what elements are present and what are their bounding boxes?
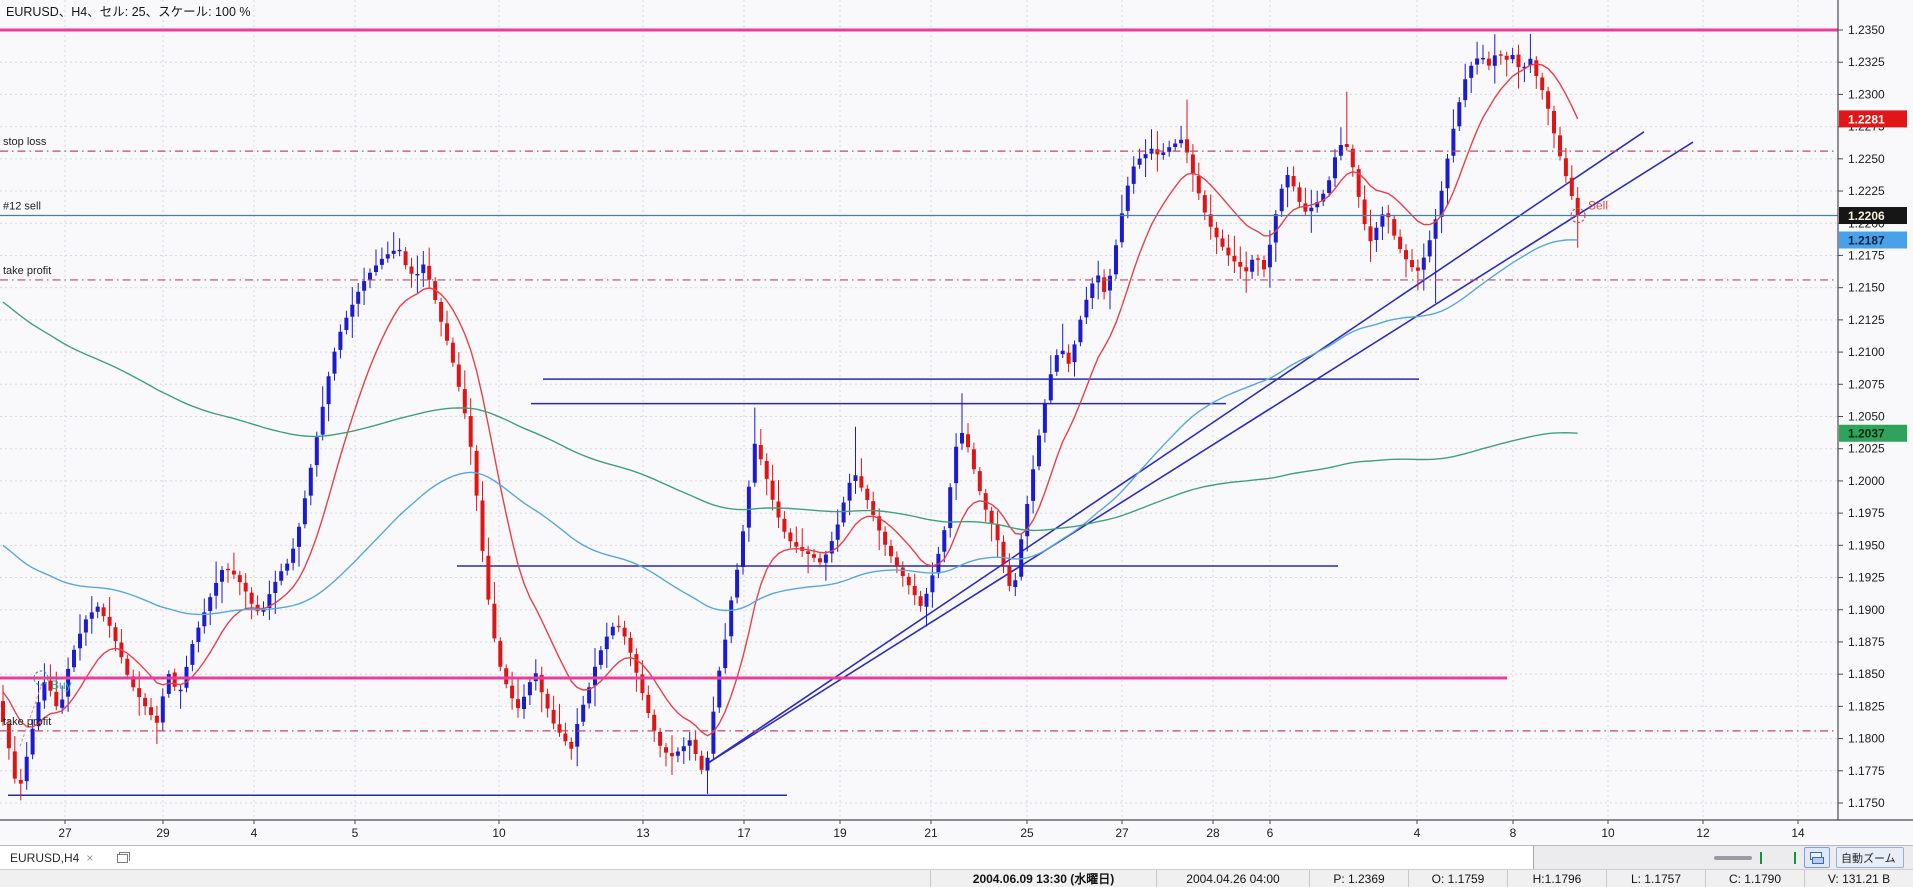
auto-zoom-button[interactable]: 自動ズーム bbox=[1836, 847, 1904, 868]
svg-text:1.1950: 1.1950 bbox=[1848, 538, 1885, 552]
svg-text:27: 27 bbox=[58, 826, 72, 840]
svg-text:1.2187: 1.2187 bbox=[1848, 233, 1885, 247]
svg-text:1.1825: 1.1825 bbox=[1848, 699, 1885, 713]
svg-text:1.2125: 1.2125 bbox=[1848, 313, 1885, 327]
svg-text:1.2250: 1.2250 bbox=[1848, 152, 1885, 166]
svg-text:1.2225: 1.2225 bbox=[1848, 184, 1885, 198]
svg-text:14: 14 bbox=[1791, 826, 1805, 840]
svg-text:take profit: take profit bbox=[3, 716, 51, 728]
price-axis: 1.23501.23251.23001.22751.22501.22251.22… bbox=[0, 0, 1913, 821]
svg-text:1.1800: 1.1800 bbox=[1848, 732, 1885, 746]
candles-layer bbox=[1, 33, 1580, 801]
status-bar: 2004.06.09 13:30 (水曜日) 2004.04.26 04:00 … bbox=[0, 869, 1913, 887]
chart-area[interactable]: stop loss #12 sell take profit take profit B… bbox=[0, 0, 1913, 845]
trade-markers-layer: Buy Sell bbox=[19, 199, 1608, 747]
svg-text:10: 10 bbox=[1601, 826, 1615, 840]
status-price: P: 1.2369 bbox=[1309, 870, 1408, 887]
status-open: O: 1.1759 bbox=[1408, 870, 1507, 887]
step-forward-button[interactable] bbox=[1781, 851, 1785, 865]
svg-text:1.2100: 1.2100 bbox=[1848, 345, 1885, 359]
svg-text:27: 27 bbox=[1115, 826, 1129, 840]
svg-text:1.2350: 1.2350 bbox=[1848, 23, 1885, 37]
svg-text:#12 sell: #12 sell bbox=[3, 201, 41, 213]
status-close: C: 1.1790 bbox=[1705, 870, 1804, 887]
ma-slow bbox=[2, 301, 1578, 532]
moving-averages-layer bbox=[2, 63, 1579, 737]
tab-close-icon[interactable]: × bbox=[86, 850, 94, 865]
svg-text:1.1850: 1.1850 bbox=[1848, 667, 1885, 681]
trade-history-line bbox=[19, 677, 45, 747]
chart-info-text: EURUSD、H4、セル: 25、スケール: 100 % bbox=[6, 5, 251, 19]
svg-text:21: 21 bbox=[924, 826, 938, 840]
svg-text:1.1750: 1.1750 bbox=[1848, 796, 1885, 810]
date-axis: 27 29 4 5 10 13 17 19 21 25 27 28 6 4 8 10 12 14 bbox=[58, 820, 1805, 840]
svg-text:4: 4 bbox=[1414, 826, 1421, 840]
svg-text:Buy: Buy bbox=[51, 678, 72, 692]
svg-text:17: 17 bbox=[737, 826, 751, 840]
bid-price-badge bbox=[1839, 207, 1907, 225]
step-back-button[interactable] bbox=[1771, 851, 1775, 865]
grid-layer bbox=[0, 0, 1838, 820]
svg-text:13: 13 bbox=[636, 826, 650, 840]
go-last-button[interactable] bbox=[1791, 851, 1798, 865]
chart-nav-controls: 自動ズーム bbox=[1758, 847, 1904, 868]
svg-text:1.1975: 1.1975 bbox=[1848, 506, 1885, 520]
ma-mid bbox=[2, 239, 1578, 616]
svg-text:1.2050: 1.2050 bbox=[1848, 410, 1885, 424]
go-first-button[interactable] bbox=[1758, 851, 1765, 865]
status-bar-time: 2004.04.26 04:00 bbox=[1156, 870, 1309, 887]
object-lines-layer bbox=[8, 131, 1694, 797]
svg-text:28: 28 bbox=[1206, 826, 1220, 840]
svg-text:1.2281: 1.2281 bbox=[1848, 112, 1885, 126]
tab-label: EURUSD,H4 bbox=[10, 850, 80, 865]
svg-text:Sell: Sell bbox=[1588, 199, 1608, 213]
horizontal-scrollbar-thumb[interactable] bbox=[1714, 856, 1752, 860]
chart-tab-bar: EURUSD,H4 × 自動ズーム bbox=[0, 845, 1913, 869]
ma-fast-value-badge bbox=[1839, 110, 1907, 128]
chart-scroll-zone: 自動ズーム bbox=[1533, 846, 1913, 869]
new-window-icon[interactable] bbox=[117, 852, 131, 863]
svg-text:29: 29 bbox=[156, 826, 170, 840]
chart-shift-icon bbox=[1810, 851, 1824, 864]
svg-text:10: 10 bbox=[492, 826, 506, 840]
svg-text:stop loss: stop loss bbox=[3, 136, 47, 148]
svg-text:1.1925: 1.1925 bbox=[1848, 571, 1885, 585]
svg-text:1.2300: 1.2300 bbox=[1848, 87, 1885, 101]
svg-text:19: 19 bbox=[833, 826, 847, 840]
svg-text:25: 25 bbox=[1020, 826, 1034, 840]
status-volume: V: 131.21 B bbox=[1804, 870, 1913, 887]
svg-text:1.2175: 1.2175 bbox=[1848, 248, 1885, 262]
buy-marker-icon bbox=[33, 670, 49, 686]
svg-text:6: 6 bbox=[1267, 826, 1274, 840]
tab-eurusd-h4[interactable]: EURUSD,H4 × bbox=[0, 846, 103, 869]
status-low: L: 1.1757 bbox=[1606, 870, 1705, 887]
svg-text:1.2206: 1.2206 bbox=[1848, 209, 1885, 223]
svg-text:5: 5 bbox=[352, 826, 359, 840]
svg-text:1.2037: 1.2037 bbox=[1848, 427, 1885, 441]
chart-shift-button[interactable] bbox=[1804, 847, 1830, 868]
ma-fast bbox=[2, 63, 1579, 737]
status-high: H:1.1796 bbox=[1507, 870, 1606, 887]
svg-text:1.2150: 1.2150 bbox=[1848, 281, 1885, 295]
svg-text:1.2325: 1.2325 bbox=[1848, 55, 1885, 69]
sell-marker-icon bbox=[1570, 207, 1586, 224]
status-current-time: 2004.06.09 13:30 (水曜日) bbox=[930, 870, 1156, 887]
svg-text:1.2000: 1.2000 bbox=[1848, 474, 1885, 488]
svg-text:4: 4 bbox=[251, 826, 258, 840]
svg-text:8: 8 bbox=[1510, 826, 1517, 840]
svg-text:1.1775: 1.1775 bbox=[1848, 764, 1885, 778]
svg-text:1.1875: 1.1875 bbox=[1848, 635, 1885, 649]
hlines-layer: stop loss #12 sell take profit take profit bbox=[0, 28, 1838, 732]
svg-text:1.2075: 1.2075 bbox=[1848, 377, 1885, 391]
ma-mid-value-badge bbox=[1839, 231, 1907, 249]
ma-slow-value-badge bbox=[1839, 424, 1907, 442]
svg-text:12: 12 bbox=[1696, 826, 1710, 840]
svg-text:1.2025: 1.2025 bbox=[1848, 442, 1885, 456]
svg-text:1.1900: 1.1900 bbox=[1848, 603, 1885, 617]
svg-text:take profit: take profit bbox=[3, 265, 51, 277]
